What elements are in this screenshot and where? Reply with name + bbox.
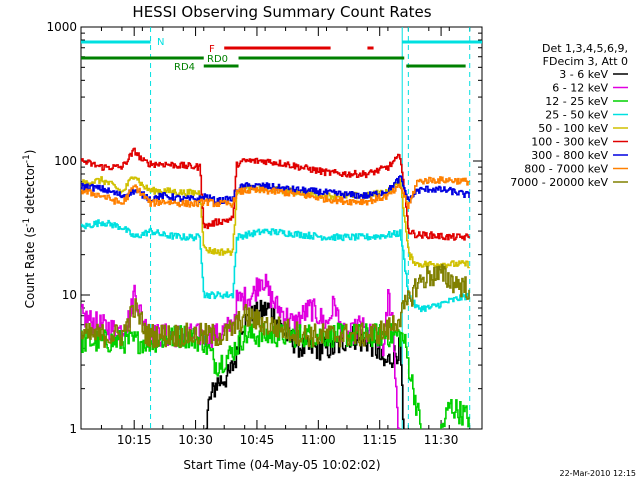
series-line-2 <box>81 322 470 429</box>
legend-label: 3 - 6 keV <box>559 68 608 81</box>
flag-label-rd0: RD0 <box>207 54 228 65</box>
chart-title: HESSI Observing Summary Count Rates <box>132 3 431 21</box>
legend-label: 7000 - 20000 keV <box>510 176 608 189</box>
legend-label: 100 - 300 keV <box>531 136 608 149</box>
x-tick-label: 10:30 <box>178 433 213 447</box>
x-axis-label: Start Time (04-May-05 10:02:02) <box>183 458 380 472</box>
plot-frame <box>80 26 483 430</box>
legend-label: 6 - 12 keV <box>552 82 608 95</box>
x-tick-label: 11:00 <box>301 433 336 447</box>
x-tick-label: 11:30 <box>424 433 459 447</box>
y-tick-label: 10 <box>62 288 77 302</box>
series-line-7 <box>81 176 470 209</box>
series-line-5 <box>81 147 470 241</box>
legend-label: 50 - 100 keV <box>538 122 608 135</box>
legend-label: 12 - 25 keV <box>545 95 608 108</box>
legend-header-line: Det 1,3,4,5,6,9, <box>542 42 628 55</box>
legend-label: 800 - 7000 keV <box>524 163 608 176</box>
footer-date: 22-Mar-2010 12:15 <box>560 469 637 478</box>
series-line-3 <box>81 219 470 313</box>
legend: Det 1,3,4,5,6,9,FDecim 3, Att 03 - 6 keV… <box>510 42 628 189</box>
x-tick-label: 10:15 <box>117 433 152 447</box>
y-tick-label: 1000 <box>46 20 77 34</box>
x-tick-label: 10:45 <box>240 433 275 447</box>
y-axis-label: Count Rate (s-1 detector-1) <box>22 150 37 309</box>
series-line-8 <box>81 263 470 349</box>
plot-area: 1 10 100 1000 10:15 10:30 10:45 11:00 11:15 11:30… <box>46 20 483 447</box>
flag-label-f: F <box>209 44 215 55</box>
legend-label: 300 - 800 keV <box>531 149 608 162</box>
legend-label: 25 - 50 keV <box>545 109 608 122</box>
flag-label-rd4: RD4 <box>174 62 195 73</box>
y-tick-label: 1 <box>69 422 77 436</box>
y-tick-label: 100 <box>54 154 77 168</box>
legend-header-line: FDecim 3, Att 0 <box>543 55 628 68</box>
x-tick-label: 11:15 <box>362 433 397 447</box>
flag-label-n: N <box>157 37 164 48</box>
